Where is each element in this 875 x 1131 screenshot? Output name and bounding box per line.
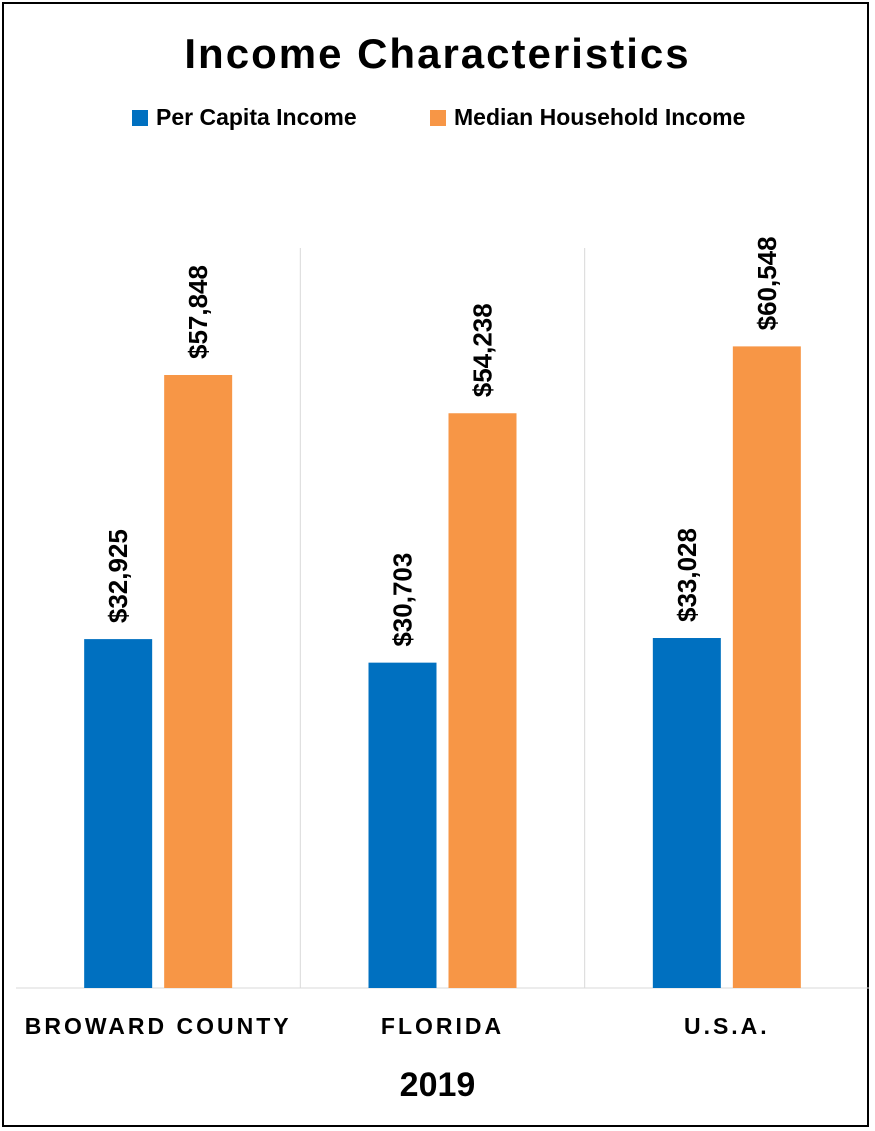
category-label: U.S.A. xyxy=(684,1013,770,1039)
bar-per-capita-0 xyxy=(84,639,153,988)
data-label: $32,925 xyxy=(103,529,133,623)
legend-swatch-per-capita xyxy=(132,109,148,126)
bar-median-household-0 xyxy=(164,375,233,988)
legend: Per Capita Income Median Household Incom… xyxy=(0,104,875,134)
bar-per-capita-1 xyxy=(368,662,437,988)
legend-label-per-capita: Per Capita Income xyxy=(156,104,357,130)
data-label: $30,703 xyxy=(388,553,418,647)
legend-label-median-household: Median Household Income xyxy=(454,104,746,130)
chart-title: Income Characteristics xyxy=(184,30,691,77)
category-label: FLORIDA xyxy=(381,1013,504,1039)
legend-item-per-capita: Per Capita Income xyxy=(132,104,357,131)
bar-median-household-2 xyxy=(732,346,801,989)
data-label: $60,548 xyxy=(752,236,782,330)
data-label: $57,848 xyxy=(183,265,213,359)
legend-item-median-household: Median Household Income xyxy=(430,104,745,131)
x-axis-title: 2019 xyxy=(399,1066,476,1104)
category-label: BROWARD COUNTY xyxy=(25,1013,292,1039)
bar-per-capita-2 xyxy=(652,638,721,988)
bar-median-household-1 xyxy=(448,413,517,988)
data-label: $33,028 xyxy=(672,528,702,622)
legend-swatch-median-household xyxy=(430,109,446,126)
data-label: $54,238 xyxy=(468,303,498,397)
